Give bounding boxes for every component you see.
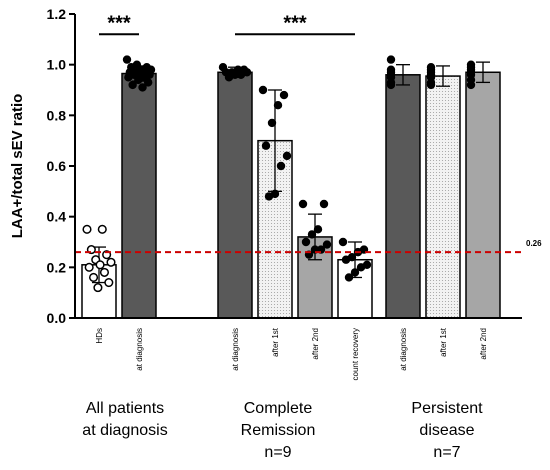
y-tick-label-6: 1.2	[47, 6, 67, 22]
reference-line-label: 0.26	[526, 239, 542, 248]
significance-label-1: ***	[283, 12, 307, 34]
bar-8	[465, 71, 501, 319]
data-point	[319, 199, 329, 209]
y-tick-label-1: 0.2	[47, 259, 67, 275]
x-tick-label-7: after 1st	[439, 327, 448, 357]
data-point	[356, 263, 366, 272]
bar-1	[121, 72, 157, 319]
data-point	[134, 75, 143, 85]
x-tick-label-2: at diagnosis	[231, 328, 240, 371]
bar-6	[385, 74, 421, 319]
data-point	[138, 83, 147, 92]
data-point	[313, 225, 323, 234]
x-tick-label-4: after 2nd	[311, 328, 320, 360]
data-point	[124, 73, 133, 82]
data-point	[279, 90, 289, 100]
x-tick-label-0: HDs	[95, 328, 104, 344]
data-point	[426, 80, 436, 90]
data-point	[386, 80, 396, 90]
group-label-1: Complete Remission n=9	[241, 398, 316, 464]
data-point	[322, 240, 332, 249]
data-point	[344, 273, 354, 282]
data-point	[143, 78, 153, 87]
x-tick-label-5: count recovery	[351, 328, 360, 380]
data-point	[88, 272, 99, 283]
data-point	[298, 199, 308, 209]
group-label-line: Remission	[240, 422, 316, 439]
y-tick-label-4: 0.8	[47, 107, 67, 123]
x-tick-label-3: after 1st	[271, 327, 280, 357]
group-label-line: disease	[419, 422, 475, 439]
data-point	[122, 55, 132, 64]
data-point	[258, 85, 268, 95]
data-point	[307, 230, 317, 239]
group-label-line: n=7	[433, 444, 461, 461]
group-label-line: at diagnosis	[82, 422, 168, 439]
group-label-2: Persistent disease n=7	[411, 398, 482, 464]
group-label-line: n=9	[264, 444, 292, 461]
bar-7	[425, 75, 461, 319]
data-point	[104, 277, 114, 288]
x-tick-label-8: after 2nd	[479, 328, 488, 360]
data-point	[93, 283, 103, 293]
data-point	[301, 237, 311, 247]
x-tick-label-1: at diagnosis	[135, 328, 144, 371]
y-tick-label-5: 1.0	[47, 57, 67, 73]
group-label-0: All patients at diagnosis	[82, 398, 167, 442]
bar-3	[257, 139, 293, 319]
data-point	[97, 224, 107, 234]
bar-2	[217, 71, 253, 319]
data-point	[84, 262, 94, 272]
y-tick-label-0: 0.0	[47, 310, 67, 326]
x-tick-label-6: at diagnosis	[399, 328, 408, 371]
group-label-line: Complete	[243, 400, 313, 417]
data-point	[282, 151, 292, 161]
significance-label-0: ***	[107, 12, 131, 34]
y-axis-label: LAA+/total sEV ratio	[9, 94, 26, 239]
data-point	[82, 224, 92, 234]
data-point	[386, 55, 396, 64]
data-point	[224, 73, 234, 82]
group-label-line: All patients	[85, 400, 165, 417]
data-point	[106, 257, 116, 267]
y-tick-label-3: 0.6	[47, 158, 67, 174]
data-point	[99, 267, 110, 277]
group-label-line: Persistent	[411, 400, 483, 417]
data-point	[264, 192, 274, 201]
data-point	[273, 100, 283, 110]
data-point	[350, 268, 360, 277]
data-point	[128, 80, 137, 90]
y-tick-label-2: 0.4	[47, 209, 67, 225]
data-point	[466, 80, 476, 90]
data-point	[341, 255, 351, 264]
data-point	[267, 118, 277, 128]
data-point	[276, 161, 286, 171]
data-point	[95, 260, 105, 270]
data-point	[261, 141, 271, 150]
data-point	[338, 237, 348, 247]
